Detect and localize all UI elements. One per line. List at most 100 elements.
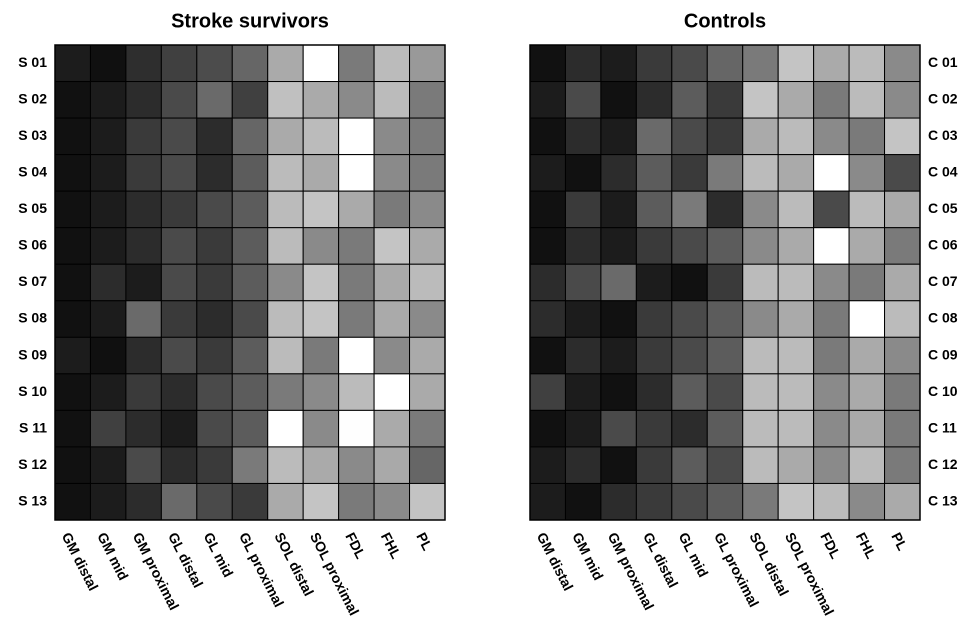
- row-label: S 03: [18, 127, 47, 143]
- heatmap-cell: [884, 44, 921, 83]
- heatmap-cell: [777, 300, 815, 338]
- heatmap-cell: [54, 446, 91, 484]
- row-label: S 07: [18, 273, 47, 289]
- heatmap-cell: [884, 263, 921, 302]
- heatmap-cell: [338, 409, 375, 448]
- heatmap-cell: [267, 409, 304, 448]
- heatmap-cell: [373, 81, 411, 119]
- heatmap-cell: [813, 44, 850, 83]
- heatmap-cell: [706, 482, 744, 521]
- column-label: PL: [413, 530, 436, 554]
- row-label: S 09: [18, 346, 47, 362]
- heatmap-cell: [231, 336, 269, 375]
- heatmap-cell: [338, 373, 375, 411]
- heatmap-cell: [671, 117, 708, 156]
- panel-title: Stroke survivors: [171, 10, 329, 32]
- heatmap-cell: [635, 263, 673, 302]
- heatmap-cell: [338, 190, 375, 229]
- heatmap-cell: [89, 81, 127, 119]
- heatmap-cell: [54, 263, 91, 302]
- heatmap-cell: [777, 263, 815, 302]
- heatmap-cell: [706, 263, 744, 302]
- heatmap-cell: [742, 44, 779, 83]
- heatmap-cell: [373, 154, 411, 192]
- heatmap-cell: [125, 409, 162, 448]
- heatmap-cell: [409, 117, 446, 156]
- heatmap-cell: [231, 154, 269, 192]
- heatmap-cell: [160, 373, 198, 411]
- heatmap-cell: [742, 446, 779, 484]
- heatmap-cell: [231, 117, 269, 156]
- column-label: GM mid: [94, 530, 132, 583]
- row-label: C 08: [928, 310, 958, 326]
- heatmap-cell: [742, 81, 779, 119]
- heatmap-cell: [635, 190, 673, 229]
- row-label: S 05: [18, 200, 47, 216]
- heatmap-cell: [302, 227, 340, 265]
- heatmap-cell: [529, 373, 566, 411]
- heatmap-cell: [160, 300, 198, 338]
- heatmap-cell: [231, 190, 269, 229]
- heatmap-cell: [529, 81, 566, 119]
- heatmap-cell: [409, 373, 446, 411]
- heatmap-cell: [671, 482, 708, 521]
- heatmap-cell: [564, 190, 602, 229]
- heatmap-cell: [813, 373, 850, 411]
- heatmap-cell: [884, 81, 921, 119]
- column-label: FDL: [817, 530, 844, 562]
- heatmap-cell: [160, 446, 198, 484]
- heatmap-cell: [564, 482, 602, 521]
- column-label: PL: [888, 530, 911, 554]
- heatmap-cell: [600, 81, 637, 119]
- heatmap-cell: [777, 117, 815, 156]
- heatmap-cell: [884, 117, 921, 156]
- heatmap-cell: [125, 373, 162, 411]
- heatmap-cell: [196, 336, 233, 375]
- heatmap-cell: [338, 44, 375, 83]
- heatmap-cell: [848, 300, 886, 338]
- heatmap-cell: [125, 44, 162, 83]
- heatmap-cell: [196, 263, 233, 302]
- heatmap-cell: [706, 373, 744, 411]
- heatmap-cell: [600, 263, 637, 302]
- row-label: C 12: [928, 456, 958, 472]
- heatmap-cell: [742, 117, 779, 156]
- heatmap-cell: [409, 81, 446, 119]
- heatmap-cell: [373, 482, 411, 521]
- heatmap-cell: [338, 117, 375, 156]
- heatmap-cell: [777, 336, 815, 375]
- column-label: FHL: [378, 530, 405, 562]
- heatmap-cell: [706, 81, 744, 119]
- heatmap-cell: [409, 227, 446, 265]
- heatmap-cell: [89, 446, 127, 484]
- heatmap-cell: [564, 409, 602, 448]
- heatmap-cell: [529, 336, 566, 375]
- heatmap-cell: [600, 482, 637, 521]
- heatmap-cell: [302, 446, 340, 484]
- heatmap-cell: [89, 154, 127, 192]
- heatmap-cell: [267, 482, 304, 521]
- heatmap-cell: [671, 446, 708, 484]
- heatmap-cell: [196, 482, 233, 521]
- heatmap-cell: [125, 154, 162, 192]
- heatmap-cell: [196, 409, 233, 448]
- heatmap-cell: [231, 409, 269, 448]
- heatmap-cell: [529, 44, 566, 83]
- heatmap-cell: [373, 117, 411, 156]
- heatmap-cell: [671, 336, 708, 375]
- heatmap-cell: [231, 446, 269, 484]
- heatmap-cell: [267, 300, 304, 338]
- heatmap-cell: [196, 44, 233, 83]
- heatmap-cell: [671, 300, 708, 338]
- heatmap-cell: [160, 81, 198, 119]
- panel-border: [54, 44, 446, 521]
- heatmap-cell: [160, 44, 198, 83]
- heatmap-cell: [125, 81, 162, 119]
- heatmap-cell: [409, 409, 446, 448]
- heatmap-cell: [338, 482, 375, 521]
- heatmap-cell: [409, 336, 446, 375]
- heatmap-cell: [373, 373, 411, 411]
- heatmap-cell: [302, 373, 340, 411]
- heatmap-cell: [125, 263, 162, 302]
- heatmap-cell: [564, 336, 602, 375]
